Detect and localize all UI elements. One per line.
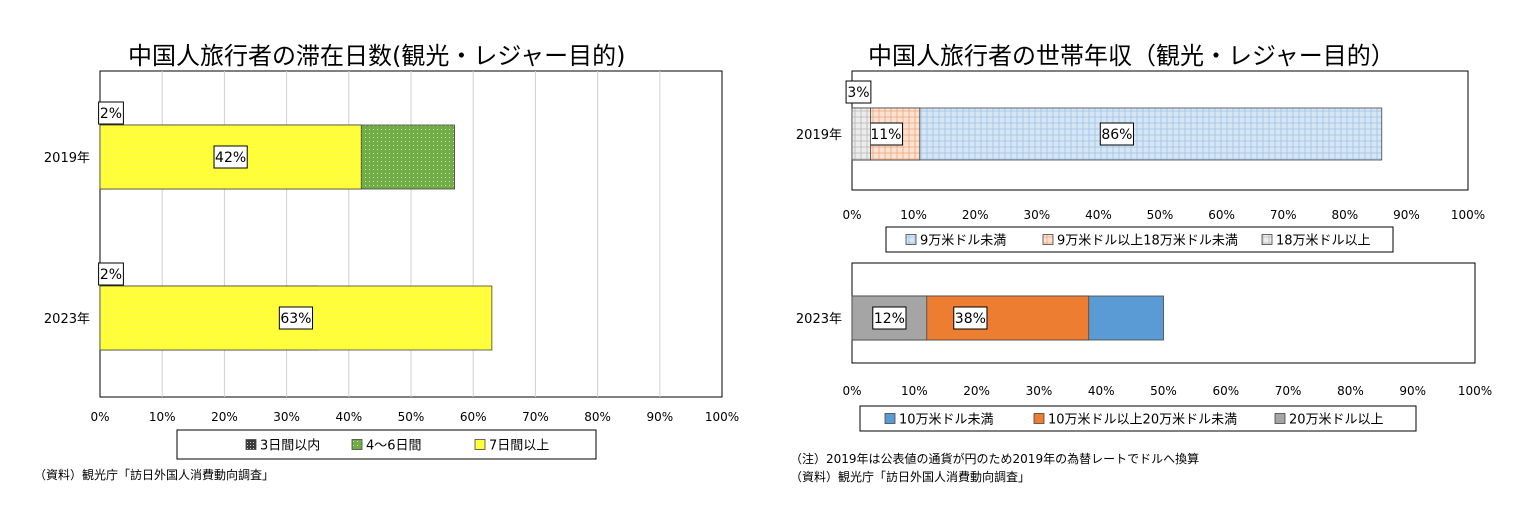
chart-0-legend-swatch	[351, 439, 363, 450]
chart-2-data-label: 12%	[874, 311, 905, 327]
chart-0-xtick-label: 90%	[646, 410, 673, 424]
right-source-note: （資料）観光庁「訪日外国人消費動向調査」	[790, 470, 1031, 484]
chart-2-xtick-label: 50%	[1150, 384, 1177, 398]
chart-1-xtick-label: 100%	[1451, 208, 1485, 222]
chart-1-xtick-label: 20%	[962, 208, 989, 222]
chart-0-xtick-label: 60%	[460, 410, 487, 424]
chart-0-data-label: 42%	[215, 150, 246, 166]
chart-2-legend-label: 10万米ドル以上20万米ドル未満	[1048, 413, 1237, 428]
chart-2-legend-label: 10万米ドル未満	[899, 413, 994, 428]
chart-1-xtick-label: 80%	[1331, 208, 1358, 222]
chart-2-xtick-label: 60%	[1212, 384, 1239, 398]
chart-2-legend-label: 20万米ドル以上	[1289, 413, 1384, 428]
right-footnote: （注）2019年は公表値の通貨が円のため2019年の為替レートでドルへ換算	[790, 452, 1200, 466]
chart-0-category-label: 2023年	[44, 312, 90, 327]
chart-1-category-label: 2019年	[796, 128, 842, 143]
chart-0-data-label: 63%	[280, 311, 311, 327]
chart-0-data-label-box	[213, 145, 248, 169]
chart-0-data-label: 2%	[100, 267, 122, 283]
chart-2-xtick-label: 100%	[1458, 384, 1492, 398]
chart-0-xtick-label: 70%	[522, 410, 549, 424]
chart-0-legend-swatch	[474, 439, 486, 450]
chart-1-xtick-label: 60%	[1208, 208, 1235, 222]
right-chart-title: 中国人旅行者の世帯年収（観光・レジャー目的）	[868, 42, 1395, 70]
chart-2-xtick-label: 20%	[963, 384, 990, 398]
chart-1-data-label-box	[1099, 122, 1134, 146]
chart-2-data-label-box	[953, 306, 988, 330]
chart-1-xtick-label: 0%	[842, 208, 861, 222]
chart-0-legend-label: 4～6日間	[366, 439, 422, 454]
chart-2-xtick-label: 90%	[1399, 384, 1426, 398]
chart-1-legend-swatch	[1261, 234, 1273, 245]
chart-0-xtick-label: 40%	[335, 410, 362, 424]
chart-2-xtick-label: 40%	[1088, 384, 1115, 398]
chart-1-legend-label: 9万米ドル以上18万米ドル未満	[1057, 234, 1238, 249]
chart-2-legend-swatch	[1274, 413, 1286, 424]
chart-2-legend-box	[859, 405, 1417, 432]
chart-0-xtick-label: 100%	[705, 410, 739, 424]
chart-0-xtick-label: 30%	[273, 410, 300, 424]
chart-2-legend-swatch	[884, 413, 896, 424]
chart-1-legend-swatch	[905, 234, 917, 245]
chart-2-xtick-label: 80%	[1337, 384, 1364, 398]
chart-1-legend-label: 9万米ドル未満	[920, 234, 1006, 249]
chart-0-legend-swatch	[245, 439, 257, 450]
chart-2-xtick-label: 0%	[842, 384, 861, 398]
chart-2-xtick-label: 10%	[901, 384, 928, 398]
chart-1-xtick-label: 10%	[900, 208, 927, 222]
chart-0-data-label-box	[278, 306, 314, 330]
chart-0-xtick-label: 50%	[398, 410, 425, 424]
chart-1-bar-segment	[851, 107, 871, 161]
chart-0-legend-label: 3日間以内	[260, 438, 320, 454]
left-chart-title: 中国人旅行者の滞在日数(観光・レジャー目的)	[128, 42, 626, 70]
chart-0-data-label-box	[98, 262, 124, 286]
chart-0-category-label: 2019年	[44, 151, 90, 166]
chart-1-legend-label: 18万米ドル以上	[1276, 234, 1371, 249]
chart-0-xtick-label: 10%	[149, 410, 176, 424]
chart-1-legend-box	[885, 226, 1394, 253]
chart-2-xtick-label: 30%	[1026, 384, 1053, 398]
chart-0-xtick-label: 0%	[90, 410, 109, 424]
chart-0-legend-label: 7日間以上	[489, 439, 549, 454]
chart-1-xtick-label: 90%	[1393, 208, 1420, 222]
chart-1-xtick-label: 30%	[1023, 208, 1050, 222]
chart-1-data-label-box	[845, 80, 872, 104]
chart-1-xtick-label: 50%	[1147, 208, 1174, 222]
chart-2-data-label-box	[872, 306, 907, 330]
chart-2-legend-swatch	[1033, 413, 1045, 424]
chart-2-xtick-label: 70%	[1275, 384, 1302, 398]
chart-2-category-label: 2023年	[796, 312, 842, 327]
left-source-note: （資料）観光庁「訪日外国人消費動向調査」	[34, 468, 275, 482]
chart-1-xtick-label: 40%	[1085, 208, 1112, 222]
chart-0-data-label-box	[98, 101, 124, 125]
chart-1-data-label: 86%	[1101, 127, 1132, 143]
chart-1-xtick-label: 70%	[1270, 208, 1297, 222]
chart-0-xtick-label: 80%	[584, 410, 611, 424]
chart-1-legend-swatch	[1042, 234, 1054, 245]
chart-1-data-label: 11%	[870, 127, 901, 143]
chart-0-xtick-label: 20%	[211, 410, 238, 424]
chart-2-data-label: 38%	[955, 311, 986, 327]
chart-0-data-label: 2%	[100, 106, 122, 122]
chart-1-data-label: 3%	[847, 85, 869, 101]
